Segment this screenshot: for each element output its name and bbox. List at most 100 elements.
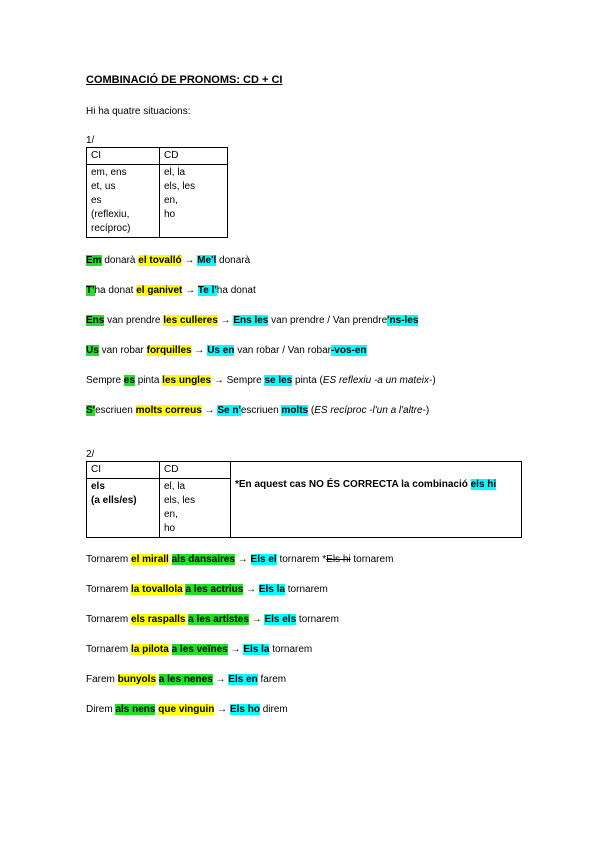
text-segment: pinta [134, 375, 163, 386]
text-segment: → [191, 345, 208, 356]
highlighted-text: Els el [250, 554, 277, 565]
highlighted-text: els raspalls [131, 614, 186, 625]
highlighted-text: a les artistes [188, 614, 249, 625]
cd-cell: el, la els, les en, ho [159, 164, 228, 238]
text-segment: tornarem [350, 554, 394, 565]
highlighted-text: la tovallola [131, 584, 183, 595]
text-segment: Tornarem [86, 614, 132, 625]
cd-cell: el, la els, les en, ho [159, 478, 231, 538]
text-segment: → [217, 315, 234, 326]
highlighted-text: a les actrius [185, 584, 244, 595]
cd-line: en, [164, 509, 178, 520]
highlighted-text: 'ns-les [387, 315, 419, 326]
highlighted-text: T' [86, 285, 95, 296]
highlighted-text: Els en [228, 674, 258, 685]
text-segment: tornarem [285, 584, 328, 595]
highlighted-text: Us [86, 345, 99, 356]
example-line: Tornarem el mirall als dansaires → Els e… [86, 554, 393, 565]
ci-line: em, ens [91, 167, 127, 178]
cd-line: en, [164, 195, 178, 206]
highlighted-text: Els la [243, 644, 270, 655]
highlighted-text: als dansaires [171, 554, 235, 565]
highlighted-text: Els la [258, 584, 285, 595]
text-segment: Tornarem [86, 554, 132, 565]
highlighted-text: el mirall [131, 554, 169, 565]
text-segment: tornarem [296, 614, 339, 625]
cd-line: ho [164, 209, 176, 220]
highlighted-text: Em [86, 255, 102, 266]
text-segment: van robar [98, 345, 147, 356]
highlighted-text: les culleres [163, 315, 218, 326]
ci-cell: em, ens et, us es (reflexiu, recíproc) [86, 164, 160, 238]
example-line: Ens van prendre les culleres → Ens les v… [86, 315, 419, 326]
highlighted-text: molts [281, 405, 309, 416]
cd-line: els, les [164, 181, 196, 192]
text-segment: Tornarem [86, 584, 132, 595]
highlighted-text: Me'l [197, 255, 217, 266]
section-2-table: CI CD *En aquest cas NO ÉS CORRECTA la c… [86, 461, 522, 538]
highlighted-text: Us en [207, 345, 235, 356]
ci-line: et, us [91, 181, 116, 192]
highlighted-text: forquilles [146, 345, 192, 356]
example-line: Tornarem la pilota a les veïnes → Els la… [86, 644, 312, 655]
text-segment: Farem [86, 674, 118, 685]
example-line: Sempre es pinta les ungles → Sempre se l… [86, 375, 436, 386]
text-segment: van prendre [104, 315, 164, 326]
text-segment: Tornarem [86, 644, 132, 655]
text-segment: ES recíproc -l'un a l'altre- [314, 405, 426, 416]
table-header-cd: CD [159, 147, 228, 165]
text-segment: donarà [216, 255, 251, 266]
text-segment: → [182, 285, 198, 296]
text-segment: ha donat [216, 285, 256, 296]
text-segment: Direm [86, 704, 116, 715]
highlighted-text: que vinguin [158, 704, 215, 715]
text-segment: → [214, 704, 230, 715]
note-cell: *En aquest cas NO ÉS CORRECTA la combina… [230, 461, 522, 538]
text-segment: ) [425, 405, 430, 416]
example-line: Em donarà el tovalló → Me'l donarà [86, 255, 250, 266]
section-2-label: 2/ [86, 449, 95, 460]
example-line: Us van robar forquilles → Us en van roba… [86, 345, 367, 356]
example-line: Tornarem la tovallola a les actrius → El… [86, 584, 328, 595]
section-1-table: CI CD em, ens et, us es (reflexiu, recíp… [86, 147, 228, 238]
highlighted-text: les ungles [162, 375, 212, 386]
ci-line: recíproc) [91, 223, 131, 234]
ci-cell: els (a ells/es) [86, 478, 160, 538]
highlighted-text: el ganivet [136, 285, 183, 296]
example-line: Farem bunyols a les nenes → Els en farem [86, 674, 286, 685]
note-text: *En aquest cas NO ÉS CORRECTA la combina… [235, 479, 471, 490]
text-segment: → [227, 644, 244, 655]
page-title: COMBINACIÓ DE PRONOMS: CD + CI [86, 74, 283, 86]
highlighted-text: a les nenes [158, 674, 213, 685]
highlighted-text: la pilota [131, 644, 169, 655]
highlighted-text: als nens [115, 704, 156, 715]
text-segment: tornarem * [276, 554, 327, 565]
highlighted-text: Ens les [233, 315, 269, 326]
text-segment: → [181, 255, 198, 266]
text-segment: → [201, 405, 218, 416]
highlighted-text: Ens [86, 315, 105, 326]
table-header-ci: CI [86, 147, 160, 165]
highlighted-text: Els ho [229, 704, 260, 715]
highlighted-text: S' [86, 405, 96, 416]
text-segment: donarà [101, 255, 139, 266]
highlighted-text: el tovalló [138, 255, 182, 266]
table-header-cd: CD [159, 461, 231, 479]
ci-line: (reflexiu, [91, 209, 130, 220]
text-segment: escriuen [95, 405, 136, 416]
highlighted-text: bunyols [117, 674, 157, 685]
cd-line: el, la [164, 481, 186, 492]
text-segment: pinta ( [292, 375, 323, 386]
text-segment: → [243, 584, 259, 595]
text-segment: → [212, 674, 229, 685]
highlighted-text: Se n' [217, 405, 241, 416]
text-segment: van robar / Van robar [234, 345, 331, 356]
cd-line: el, la [164, 167, 186, 178]
text-segment: escriuen [240, 405, 282, 416]
text-segment: Els hi [326, 554, 351, 565]
cd-line: els, les [164, 495, 196, 506]
text-segment: van prendre / Van prendre [268, 315, 388, 326]
text-segment: ( [308, 405, 315, 416]
table-header-ci: CI [86, 461, 160, 479]
text-segment: → [234, 554, 251, 565]
